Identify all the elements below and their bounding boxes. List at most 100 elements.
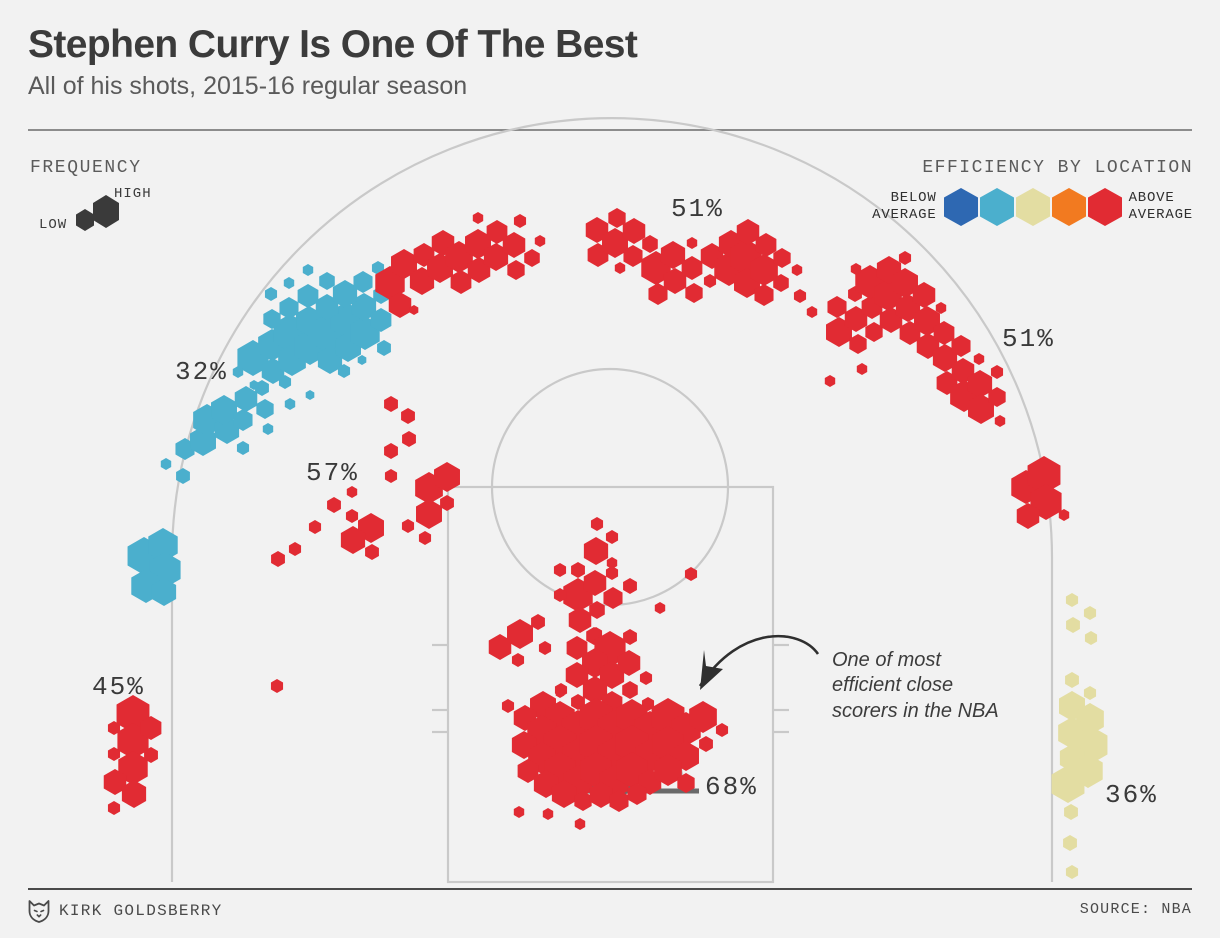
shot-hex	[358, 513, 384, 543]
shot-hex	[283, 277, 295, 289]
shot-hex	[270, 679, 284, 693]
efficiency-swatch-1	[979, 188, 1014, 226]
shot-hex	[488, 634, 512, 660]
shot-hex	[513, 214, 527, 228]
shot-hex	[1064, 804, 1078, 820]
shot-hex	[899, 321, 921, 345]
above-line-2: AVERAGE	[1128, 207, 1193, 223]
shot-hex	[377, 340, 391, 356]
shot-hex	[434, 462, 460, 492]
annotation-line-2: efficient close	[832, 674, 954, 697]
shot-hex	[574, 818, 586, 830]
frequency-legend-title: FREQUENCY	[30, 158, 142, 178]
shot-hex	[315, 294, 339, 320]
shot-hex	[951, 335, 971, 357]
shot-hex	[375, 266, 405, 300]
shot-hex	[587, 243, 609, 267]
shot-hex	[416, 499, 442, 529]
shot-hex	[384, 469, 398, 483]
shot-hex	[583, 570, 607, 596]
shot-hex	[1065, 672, 1079, 688]
shot-hex	[967, 370, 993, 398]
shot-hex	[968, 394, 994, 424]
shot-hex	[107, 747, 121, 761]
shot-hex	[627, 783, 647, 805]
shot-hex	[603, 587, 623, 609]
shot-hex	[335, 332, 361, 362]
shot-hex	[278, 375, 292, 389]
zone-label-at-rim: 68%	[705, 772, 758, 802]
shot-hex	[554, 683, 568, 697]
shot-hex	[297, 284, 319, 308]
shot-hex	[103, 769, 127, 795]
shot-hex	[616, 699, 648, 735]
shot-hex	[734, 268, 760, 298]
shot-hex	[935, 302, 947, 314]
shot-hex	[677, 773, 695, 793]
shot-hex	[879, 307, 903, 333]
shot-hex	[623, 629, 637, 645]
shot-hex	[865, 322, 883, 342]
shot-hex	[685, 283, 703, 303]
shot-hex	[639, 671, 653, 685]
shot-hex	[565, 662, 589, 688]
shot-hex	[861, 295, 883, 319]
shot-hex	[1074, 726, 1108, 764]
shot-hex	[750, 254, 778, 286]
shot-hex	[483, 243, 509, 271]
shot-hex	[255, 380, 269, 396]
shot-hex	[914, 306, 940, 336]
shot-hex	[507, 619, 533, 649]
shot-hex	[330, 302, 362, 338]
shot-hex	[486, 220, 508, 244]
shot-hex	[384, 396, 398, 412]
shot-hex	[844, 306, 868, 332]
shot-hex	[1058, 509, 1070, 521]
shot-hex	[597, 710, 631, 748]
shot-hex	[673, 741, 699, 771]
frequency-low-hex-icon	[76, 209, 94, 231]
shot-hex	[127, 537, 161, 575]
shot-hex	[151, 578, 177, 606]
shot-hex	[605, 530, 619, 544]
shot-hex	[234, 386, 258, 412]
shot-hex	[579, 698, 613, 736]
shot-hex	[117, 723, 149, 759]
shot-hex	[294, 329, 326, 365]
shot-hex	[415, 472, 443, 504]
shot-hex	[553, 563, 567, 577]
shot-hex	[337, 364, 351, 378]
shot-hex	[855, 265, 885, 299]
shot-hex	[175, 438, 195, 460]
shot-hex	[288, 542, 302, 556]
frequency-high-label: HIGH	[114, 186, 152, 202]
shot-hex	[542, 808, 554, 820]
shot-hex	[641, 251, 671, 285]
shot-hex	[273, 314, 307, 352]
shot-hex	[990, 365, 1004, 379]
shot-hex	[302, 264, 314, 276]
shot-hex	[703, 274, 717, 288]
shot-hex	[638, 769, 662, 795]
shot-hex	[148, 528, 178, 562]
shot-hex	[211, 395, 237, 425]
annotation-line-3: scorers in the NBA	[832, 699, 999, 722]
efficiency-legend: EFFICIENCY BY LOCATION BELOW AVERAGE ABO…	[872, 158, 1193, 227]
shot-hex	[623, 578, 637, 594]
shot-hex	[1030, 484, 1062, 520]
efficiency-swatch-0	[943, 188, 978, 226]
frequency-legend: FREQUENCY LOW HIGH	[30, 158, 200, 242]
shot-hex	[1066, 617, 1080, 633]
zone-label-right-corner: 36%	[1105, 780, 1158, 810]
shot-hex	[654, 754, 682, 786]
shot-hex	[249, 380, 259, 390]
shot-hex	[418, 531, 432, 545]
shot-hex	[391, 249, 417, 279]
shot-hex	[527, 715, 557, 749]
shot-hex	[608, 208, 626, 228]
shot-hex	[730, 239, 762, 275]
shot-hex	[1051, 765, 1085, 803]
shot-hex	[635, 739, 665, 773]
restricted-area-arc	[538, 716, 686, 791]
